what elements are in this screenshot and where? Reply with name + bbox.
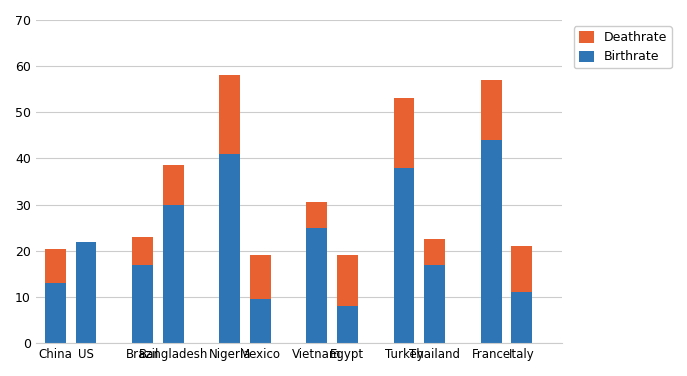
Bar bbox=[132, 265, 153, 343]
Bar bbox=[132, 237, 153, 265]
Bar bbox=[481, 140, 502, 343]
Bar bbox=[424, 265, 445, 343]
Bar bbox=[250, 255, 271, 299]
Bar bbox=[45, 283, 66, 343]
Bar bbox=[337, 255, 358, 306]
Bar bbox=[250, 299, 271, 343]
Bar bbox=[481, 80, 502, 140]
Bar bbox=[511, 246, 532, 293]
Bar bbox=[219, 76, 240, 154]
Bar bbox=[163, 165, 183, 205]
Bar bbox=[163, 205, 183, 343]
Bar bbox=[337, 306, 358, 343]
Bar bbox=[76, 242, 96, 343]
Bar bbox=[219, 154, 240, 343]
Bar bbox=[306, 202, 327, 228]
Bar bbox=[424, 239, 445, 265]
Legend: Deathrate, Birthrate: Deathrate, Birthrate bbox=[574, 26, 672, 68]
Bar bbox=[394, 168, 414, 343]
Bar bbox=[306, 228, 327, 343]
Bar bbox=[511, 293, 532, 343]
Bar bbox=[394, 99, 414, 168]
Bar bbox=[45, 249, 66, 283]
